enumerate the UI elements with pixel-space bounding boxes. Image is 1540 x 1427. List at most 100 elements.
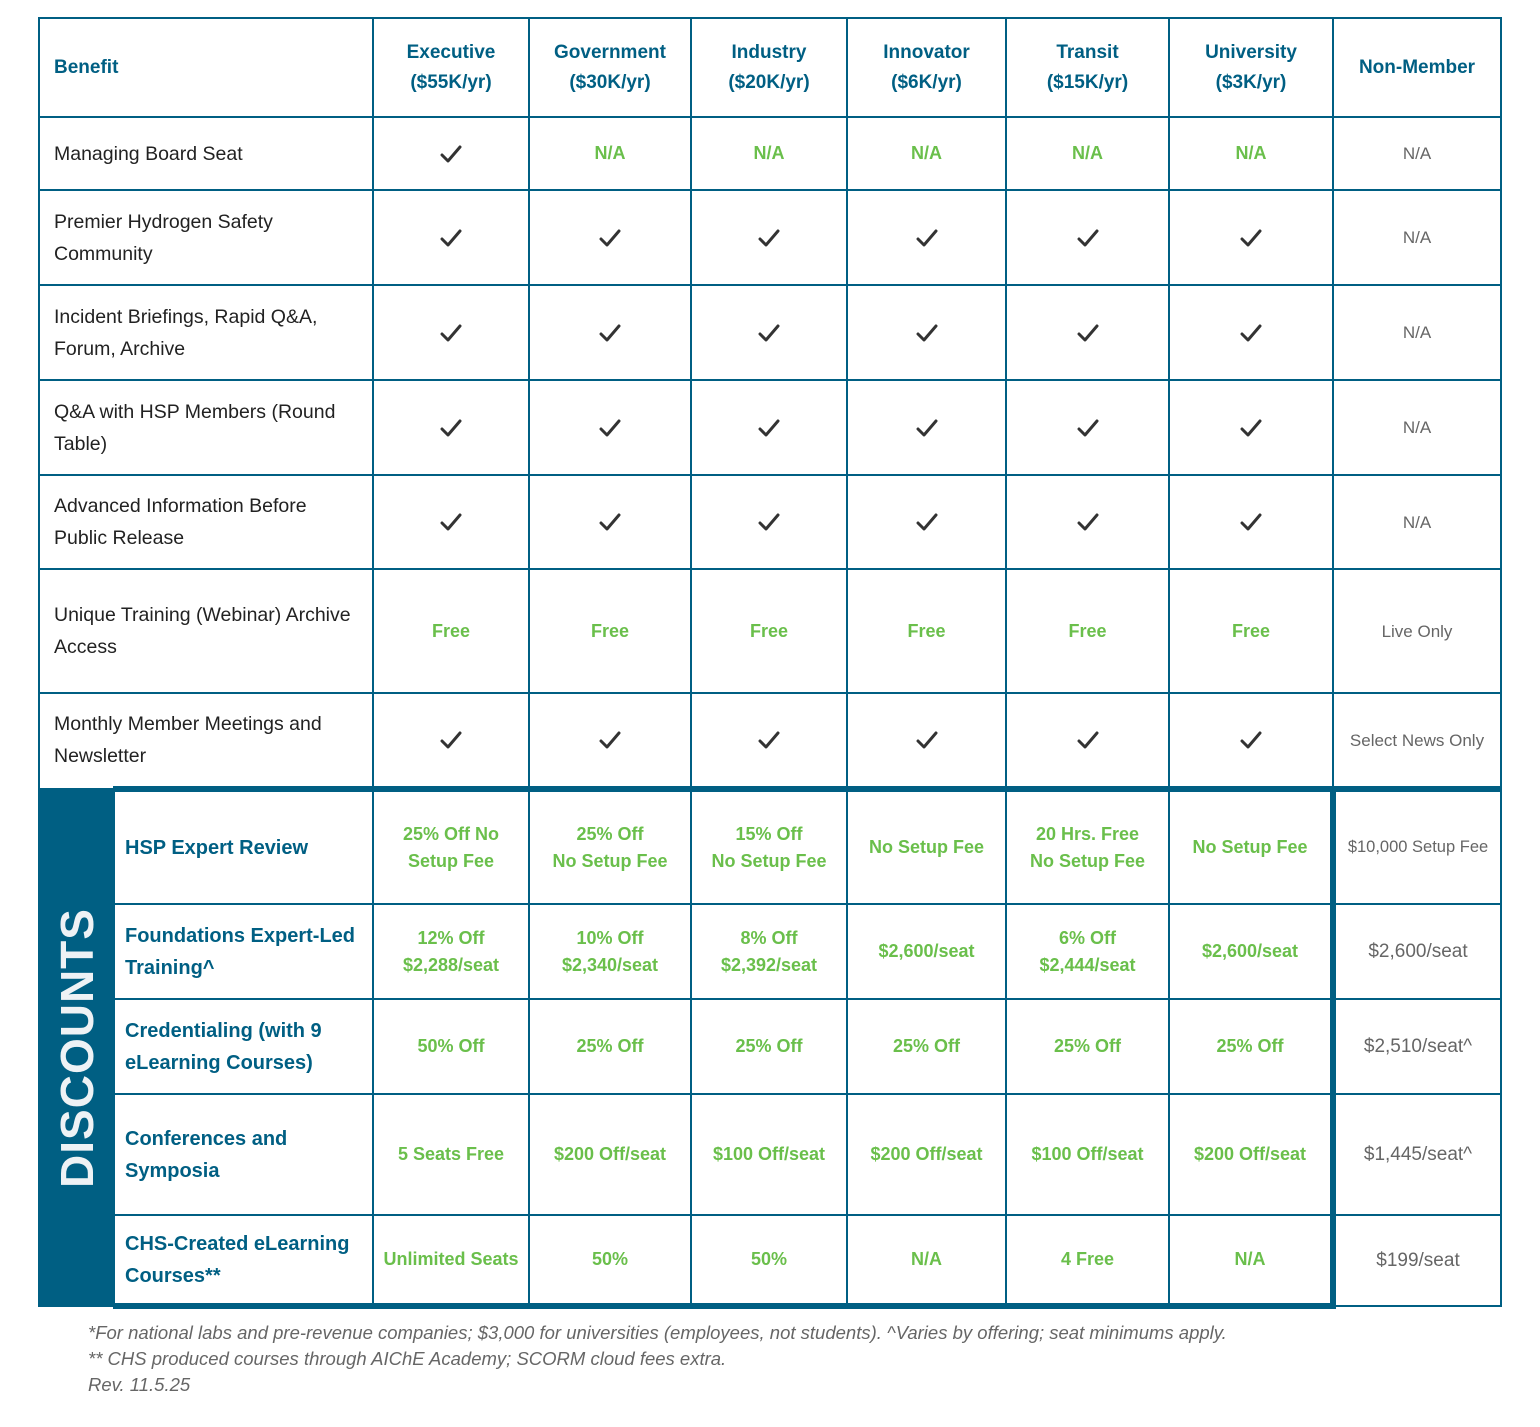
discount-value: 25% Off xyxy=(1005,998,1170,1095)
value-text: No Setup Fee xyxy=(1192,837,1308,857)
value-text: 6% Off $2,444/seat xyxy=(1039,927,1136,975)
value-text: 25% Off xyxy=(892,1036,961,1056)
check-icon xyxy=(1015,418,1160,438)
value-text: $2,510/seat^ xyxy=(1363,1036,1473,1057)
benefit-value: N/A xyxy=(846,116,1007,191)
discount-value: No Setup Fee xyxy=(846,786,1007,905)
non-member-value: N/A xyxy=(1332,474,1502,570)
non-member-value: $2,600/seat xyxy=(1332,903,1502,1000)
benefit-value xyxy=(1005,379,1170,476)
value-text: N/A xyxy=(1402,228,1432,247)
check-icon xyxy=(856,730,997,750)
value-text: 10% Off $2,340/seat xyxy=(561,927,659,975)
discounts-title: DISCOUNTS xyxy=(50,907,103,1188)
non-member-value: Select News Only xyxy=(1332,692,1502,790)
value-text: N/A xyxy=(1402,323,1432,342)
value-text: N/A xyxy=(1402,144,1432,163)
discount-value: $100 Off/seat xyxy=(1005,1093,1170,1216)
check-icon xyxy=(382,323,520,343)
value-text: Free xyxy=(749,620,789,641)
value-text: Free xyxy=(431,620,471,641)
check-icon xyxy=(700,730,838,750)
value-text: Free xyxy=(590,620,630,641)
benefit-value xyxy=(528,474,692,570)
column-price: ($55K/yr) xyxy=(410,71,492,93)
benefit-label: Unique Training (Webinar) Archive Access xyxy=(38,568,374,694)
check-icon xyxy=(700,418,838,438)
benefit-label: Advanced Information Before Public Relea… xyxy=(38,474,374,570)
benefit-value xyxy=(528,284,692,381)
value-text: 50% xyxy=(750,1249,788,1269)
value-text: N/A xyxy=(911,143,942,163)
value-text: N/A xyxy=(594,143,626,163)
benefit-value xyxy=(690,692,848,790)
check-icon xyxy=(1178,730,1324,750)
non-member-value: $199/seat xyxy=(1332,1214,1502,1307)
benefit-value xyxy=(528,189,692,286)
check-icon xyxy=(1178,323,1324,343)
value-text: 25% Off xyxy=(1216,1036,1284,1056)
discount-row: DISCOUNTS HSP Expert Review 25% Off No Set… xyxy=(38,786,1502,1307)
value-text: Unlimited Seats xyxy=(383,1249,519,1269)
non-member-value: N/A xyxy=(1332,284,1502,381)
value-text: N/A xyxy=(911,1249,942,1269)
check-icon xyxy=(1178,512,1324,532)
non-member-value: Live Only xyxy=(1332,568,1502,694)
non-member-value: N/A xyxy=(1332,116,1502,191)
value-text: N/A xyxy=(1402,418,1432,437)
benefit-value xyxy=(528,379,692,476)
table-row: Unique Training (Webinar) Archive Access… xyxy=(38,568,1502,694)
discount-value: 25% Off xyxy=(1168,998,1336,1095)
benefit-value: Free xyxy=(528,568,692,694)
check-icon xyxy=(538,228,682,248)
discount-value: 5 Seats Free xyxy=(372,1093,530,1216)
header-row: Benefit Executive ($55K/yr) Government ($30… xyxy=(38,17,1502,118)
column-name: Innovator xyxy=(883,41,970,63)
discount-value: N/A xyxy=(1168,1214,1336,1309)
revision-note: Rev. 11.5.25 xyxy=(88,1374,191,1395)
table-row: Incident Briefings, Rapid Q&A, Forum, Ar… xyxy=(38,284,1502,381)
value-text: $2,600/seat xyxy=(1368,941,1468,962)
check-icon xyxy=(700,512,838,532)
header-executive: Executive ($55K/yr) xyxy=(372,17,530,118)
membership-benefits-table: Benefit Executive ($55K/yr) Government ($30… xyxy=(38,17,1502,1309)
benefit-value xyxy=(1168,189,1334,286)
benefit-label: Monthly Member Meetings and Newsletter xyxy=(38,692,374,790)
benefit-value xyxy=(372,474,530,570)
discount-value: 50% Off xyxy=(372,998,530,1095)
benefit-value: N/A xyxy=(1168,116,1334,191)
discount-label: Credentialing (with 9 eLearning Courses) xyxy=(114,998,374,1095)
value-text: 15% Off No Setup Fee xyxy=(711,823,827,871)
discounts-band: DISCOUNTS xyxy=(38,788,115,1307)
discount-value: 25% Off xyxy=(528,998,692,1095)
benefit-value: N/A xyxy=(1005,116,1170,191)
discount-value: $100 Off/seat xyxy=(690,1093,848,1216)
benefit-value xyxy=(372,692,530,790)
non-member-value: $10,000 Setup Fee xyxy=(1332,786,1502,905)
benefit-value: Free xyxy=(846,568,1007,694)
discount-value: 15% Off No Setup Fee xyxy=(690,786,848,905)
value-text: N/A xyxy=(1234,1249,1266,1269)
benefit-value xyxy=(690,189,848,286)
benefit-label: Q&A with HSP Members (Round Table) xyxy=(38,379,374,476)
column-price: ($6K/yr) xyxy=(891,71,962,93)
discount-value: $200 Off/seat xyxy=(846,1093,1007,1216)
check-icon xyxy=(1178,418,1324,438)
benefit-value xyxy=(372,189,530,286)
header-innovator: Innovator ($6K/yr) xyxy=(846,17,1007,118)
column-price: ($30K/yr) xyxy=(569,71,651,93)
check-icon xyxy=(538,730,682,750)
discount-row: Foundations Expert-Led Training^ 12% Off … xyxy=(39,903,1502,1000)
discount-value: 20 Hrs. Free No Setup Fee xyxy=(1005,786,1170,905)
non-member-value: $2,510/seat^ xyxy=(1332,998,1502,1095)
discount-value: $200 Off/seat xyxy=(528,1093,692,1216)
check-icon xyxy=(856,228,997,248)
benefit-value xyxy=(690,379,848,476)
value-text: No Setup Fee xyxy=(868,837,984,857)
discount-value: No Setup Fee xyxy=(1168,786,1336,905)
column-price: ($3K/yr) xyxy=(1215,71,1287,93)
discount-value: N/A xyxy=(846,1214,1007,1309)
value-text: $199/seat xyxy=(1376,1250,1460,1271)
value-text: 25% Off No Setup Fee xyxy=(552,823,668,871)
footnote-1: *For national labs and pre-revenue compa… xyxy=(88,1322,1227,1343)
